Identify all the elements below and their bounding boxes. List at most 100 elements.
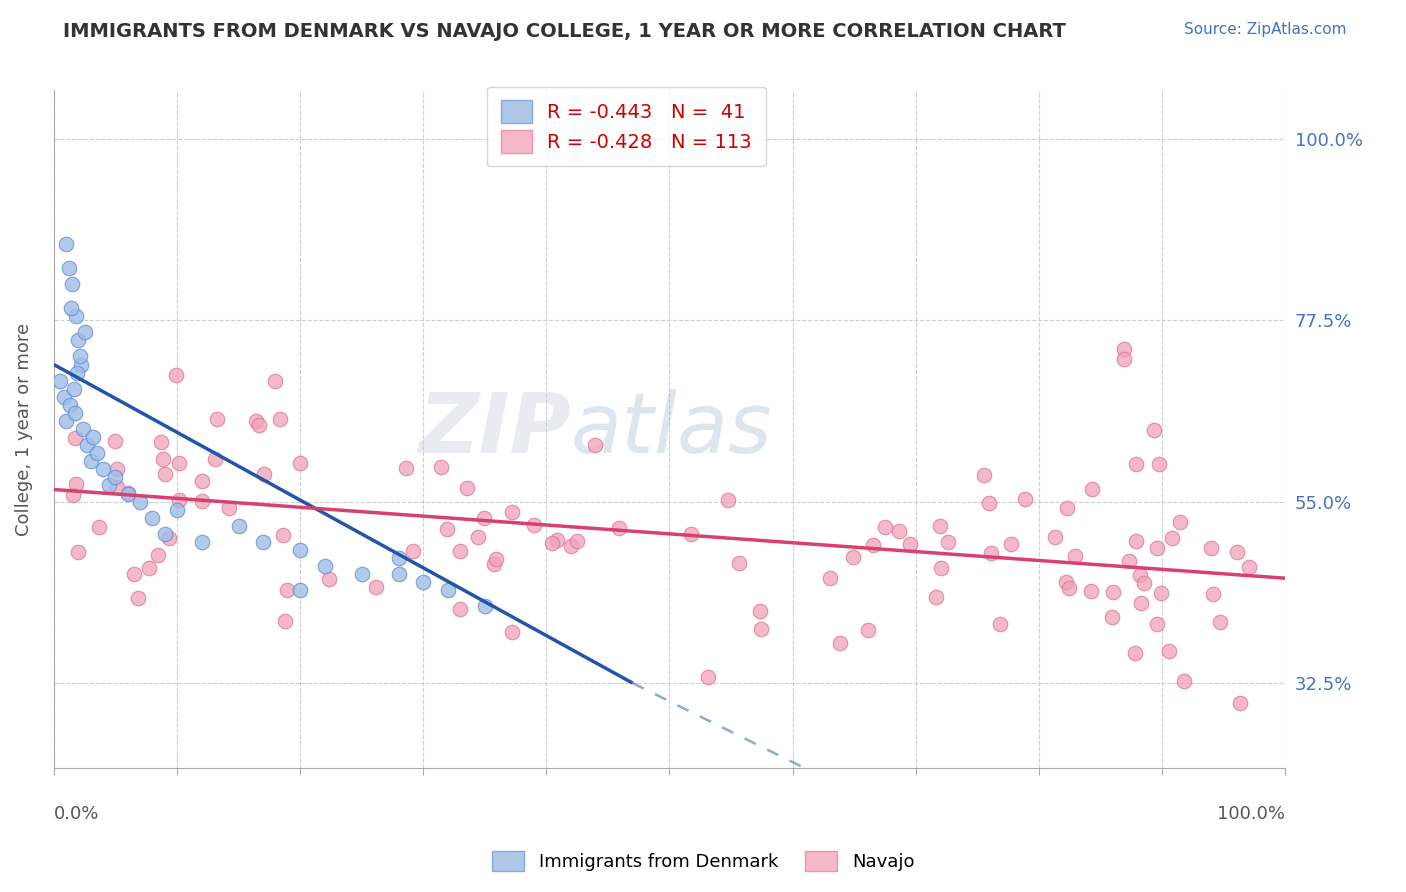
Point	[49, 374, 72, 388]
Point	[1045, 529, 1067, 543]
Point	[988, 616, 1011, 631]
Point	[402, 544, 425, 558]
Text: IMMIGRANTS FROM DENMARK VS NAVAJO COLLEGE, 1 YEAR OR MORE CORRELATION CHART: IMMIGRANTS FROM DENMARK VS NAVAJO COLLEG…	[63, 22, 1066, 41]
Point	[166, 502, 188, 516]
Point	[607, 521, 630, 535]
Point	[862, 538, 884, 552]
Point	[228, 518, 250, 533]
Point	[1159, 644, 1181, 658]
Point	[830, 636, 852, 650]
Point	[288, 583, 311, 598]
Point	[69, 350, 91, 364]
Point	[749, 604, 772, 618]
Point	[1146, 541, 1168, 555]
Text: 0.0%: 0.0%	[53, 805, 100, 823]
Point	[1143, 423, 1166, 437]
Point	[73, 326, 96, 340]
Text: 100.0%: 100.0%	[1218, 805, 1285, 823]
Point	[485, 552, 508, 566]
Point	[1130, 596, 1153, 610]
Legend: Immigrants from Denmark, Navajo: Immigrants from Denmark, Navajo	[484, 844, 922, 879]
Point	[1112, 342, 1135, 356]
Point	[1146, 617, 1168, 632]
Point	[288, 543, 311, 558]
Point	[1161, 531, 1184, 545]
Point	[501, 506, 523, 520]
Point	[249, 418, 271, 433]
Point	[818, 571, 841, 585]
Point	[218, 501, 240, 516]
Point	[350, 567, 373, 582]
Point	[107, 480, 129, 494]
Point	[560, 539, 582, 553]
Point	[127, 591, 149, 605]
Point	[66, 366, 89, 380]
Point	[474, 599, 496, 614]
Point	[138, 561, 160, 575]
Point	[1123, 646, 1146, 660]
Point	[190, 535, 212, 549]
Point	[62, 382, 84, 396]
Point	[52, 390, 75, 404]
Point	[165, 368, 187, 382]
Point	[898, 537, 921, 551]
Point	[1202, 587, 1225, 601]
Point	[679, 527, 702, 541]
Point	[938, 535, 960, 549]
Point	[565, 533, 588, 548]
Point	[1125, 457, 1147, 471]
Point	[98, 478, 121, 492]
Point	[388, 567, 411, 582]
Point	[841, 550, 863, 565]
Point	[60, 301, 83, 315]
Point	[167, 493, 190, 508]
Point	[1101, 610, 1123, 624]
Point	[437, 583, 460, 598]
Point	[523, 517, 546, 532]
Point	[980, 546, 1002, 560]
Point	[1000, 537, 1022, 551]
Point	[1057, 581, 1080, 595]
Point	[117, 486, 139, 500]
Point	[1063, 549, 1085, 564]
Point	[388, 551, 411, 566]
Point	[1226, 545, 1249, 559]
Point	[274, 614, 297, 628]
Point	[929, 561, 952, 575]
Point	[65, 309, 87, 323]
Point	[430, 459, 453, 474]
Point	[1129, 567, 1152, 582]
Point	[252, 535, 274, 549]
Point	[717, 492, 740, 507]
Point	[472, 511, 495, 525]
Point	[153, 527, 176, 541]
Point	[1118, 553, 1140, 567]
Point	[157, 531, 180, 545]
Point	[887, 524, 910, 538]
Point	[72, 422, 94, 436]
Point	[541, 535, 564, 549]
Point	[1168, 515, 1191, 529]
Point	[150, 434, 173, 449]
Point	[89, 520, 111, 534]
Point	[977, 495, 1000, 509]
Point	[1149, 457, 1171, 471]
Point	[245, 414, 267, 428]
Point	[484, 557, 506, 571]
Point	[1237, 559, 1260, 574]
Point	[314, 559, 336, 574]
Point	[1014, 491, 1036, 506]
Point	[65, 476, 87, 491]
Point	[1054, 575, 1077, 590]
Point	[929, 519, 952, 533]
Point	[253, 467, 276, 481]
Point	[59, 398, 82, 412]
Point	[91, 462, 114, 476]
Point	[104, 434, 127, 449]
Point	[456, 482, 478, 496]
Legend: R = -0.443   N =  41, R = -0.428   N = 113: R = -0.443 N = 41, R = -0.428 N = 113	[486, 87, 766, 167]
Point	[1125, 533, 1147, 548]
Point	[207, 411, 229, 425]
Point	[1173, 674, 1195, 689]
Point	[546, 533, 568, 547]
